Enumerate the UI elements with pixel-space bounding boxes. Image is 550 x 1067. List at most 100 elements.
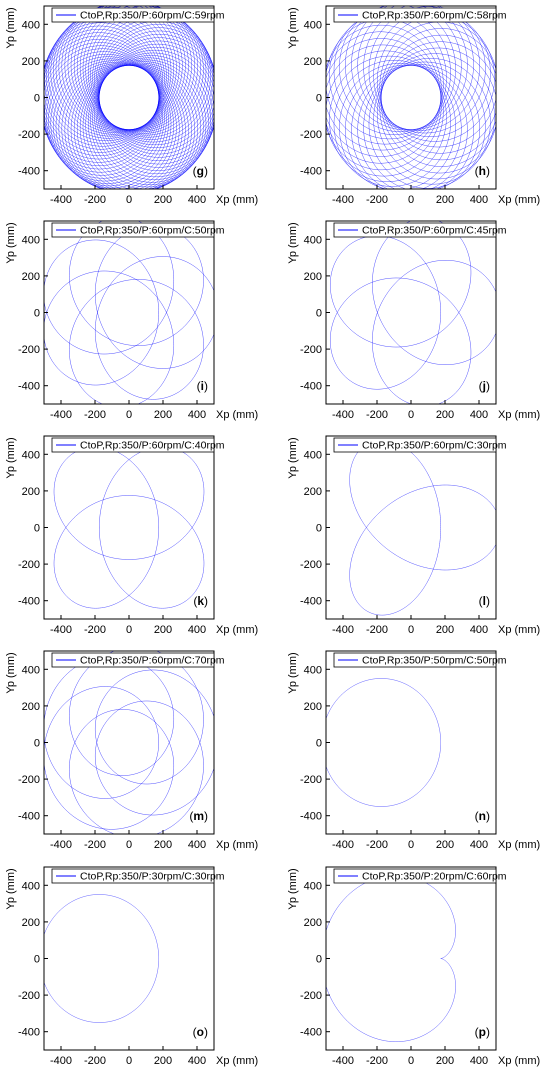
chart-panel-p: -400 -200 0 200 400 -400 -200 0 200 400 Xp (mm) Yp … <box>287 866 540 1067</box>
x-axis-label: Xp (mm) <box>498 839 540 851</box>
y-tick-label: -400 <box>300 811 322 823</box>
y-tick-label: 200 <box>304 56 322 68</box>
chart-panel-i: -400 -200 0 200 400 -400 -200 0 200 400 Xp (mm) Yp … <box>5 220 258 421</box>
y-axis-label: Yp (mm) <box>287 7 299 48</box>
y-tick-label: 200 <box>22 917 40 929</box>
y-tick-label: 400 <box>22 19 40 31</box>
x-tick-label: 400 <box>188 409 206 421</box>
panel-label-p: (p) <box>475 1025 490 1039</box>
x-axis-label: Xp (mm) <box>216 1055 258 1067</box>
x-tick-label: -400 <box>50 1055 72 1067</box>
y-tick-label: 200 <box>304 271 322 283</box>
legend-box <box>333 652 497 668</box>
plot-frame <box>325 220 497 405</box>
legend-box <box>51 652 215 668</box>
y-tick-label: -200 <box>300 559 322 571</box>
panel-label-n: (n) <box>475 809 490 823</box>
legend-entry: CtoP,Rp:350/P:60rpm/C:50rpm <box>80 225 225 237</box>
y-tick-label: 200 <box>304 917 322 929</box>
panel-label-g: (g) <box>193 164 208 178</box>
chart-panel-n: -400 -200 0 200 400 -400 -200 0 200 400 Xp (mm) Yp … <box>287 650 540 851</box>
y-tick-label: 200 <box>22 56 40 68</box>
x-tick-label: -200 <box>366 194 388 206</box>
x-tick-label: 0 <box>408 839 414 851</box>
y-tick-label: 400 <box>304 234 322 246</box>
y-tick-label: 0 <box>316 93 322 105</box>
x-tick-label: -400 <box>332 409 354 421</box>
x-tick-label: 0 <box>126 624 132 636</box>
y-tick-label: -200 <box>18 344 40 356</box>
x-tick-label: -400 <box>332 624 354 636</box>
x-tick-label: 0 <box>408 1055 414 1067</box>
legend-entry: CtoP,Rp:350/P:60rpm/C:58rpm <box>362 10 507 22</box>
x-tick-label: -200 <box>84 409 106 421</box>
legend-entry: CtoP,Rp:350/P:60rpm/C:45rpm <box>362 225 507 237</box>
y-tick-label: 0 <box>316 523 322 535</box>
legend-box <box>333 437 497 453</box>
y-axis-label: Yp (mm) <box>5 437 17 478</box>
y-tick-label: -200 <box>18 990 40 1002</box>
trajectory-series-g <box>44 6 214 189</box>
y-tick-label: -400 <box>300 381 322 393</box>
y-tick-label: 400 <box>304 19 322 31</box>
chart-panel-h: -400 -200 0 200 400 -400 -200 0 200 400 Xp (mm) Yp … <box>287 5 540 206</box>
x-tick-label: -200 <box>366 624 388 636</box>
panel-label-o: (o) <box>193 1025 208 1039</box>
trajectory-series-k <box>53 446 205 609</box>
x-tick-label: -400 <box>332 839 354 851</box>
x-tick-label: -400 <box>50 409 72 421</box>
y-tick-label: 400 <box>22 234 40 246</box>
x-tick-label: -400 <box>50 624 72 636</box>
x-axis-label: Xp (mm) <box>498 194 540 206</box>
legend-box <box>51 7 215 23</box>
x-tick-label: -200 <box>366 409 388 421</box>
y-tick-label: -400 <box>18 381 40 393</box>
panel-label-m: (m) <box>189 809 208 823</box>
x-tick-label: -400 <box>332 194 354 206</box>
y-axis-label: Yp (mm) <box>5 868 17 909</box>
x-tick-label: 0 <box>126 1055 132 1067</box>
plot-frame <box>43 866 215 1051</box>
x-tick-label: 400 <box>470 194 488 206</box>
trajectory-series-j <box>330 221 496 404</box>
y-tick-label: -200 <box>18 774 40 786</box>
trajectory-series-n <box>326 678 441 807</box>
x-tick-label: -200 <box>84 194 106 206</box>
x-axis-label: Xp (mm) <box>216 409 258 421</box>
trajectory-series-p <box>326 875 456 1042</box>
legend-entry: CtoP,Rp:350/P:20rpm/C:60rpm <box>362 871 507 883</box>
legend-entry: CtoP,Rp:350/P:60rpm/C:40rpm <box>80 440 225 452</box>
x-tick-label: 400 <box>470 1055 488 1067</box>
y-tick-label: -400 <box>18 166 40 178</box>
y-tick-label: 0 <box>316 308 322 320</box>
legend-entry: CtoP,Rp:350/P:30rpm/C:30rpm <box>80 871 225 883</box>
x-axis-label: Xp (mm) <box>498 624 540 636</box>
y-tick-label: -400 <box>18 811 40 823</box>
x-tick-label: -400 <box>332 1055 354 1067</box>
x-tick-label: 0 <box>126 409 132 421</box>
y-tick-label: 0 <box>34 93 40 105</box>
y-axis-label: Yp (mm) <box>5 222 17 263</box>
x-tick-label: 200 <box>436 839 454 851</box>
legend-entry: CtoP,Rp:350/P:60rpm/C:70rpm <box>80 655 225 667</box>
panel-label-h: (h) <box>475 164 490 178</box>
y-tick-label: -400 <box>18 596 40 608</box>
plot-frame <box>43 650 215 835</box>
y-tick-label: 400 <box>304 880 322 892</box>
x-tick-label: 400 <box>470 839 488 851</box>
y-tick-label: 200 <box>22 701 40 713</box>
x-tick-label: 200 <box>154 839 172 851</box>
legend-entry: CtoP,Rp:350/P:60rpm/C:59rpm <box>80 10 225 22</box>
y-tick-label: 400 <box>22 449 40 461</box>
x-tick-label: 400 <box>188 624 206 636</box>
chart-panel-m: -400 -200 0 200 400 -400 -200 0 200 400 Xp (mm) Yp … <box>5 650 258 851</box>
x-axis-label: Xp (mm) <box>216 194 258 206</box>
x-tick-label: 0 <box>408 409 414 421</box>
plot-frame <box>325 866 497 1051</box>
y-tick-label: -200 <box>300 990 322 1002</box>
y-tick-label: 400 <box>304 664 322 676</box>
y-tick-label: -400 <box>300 596 322 608</box>
x-tick-label: 200 <box>154 409 172 421</box>
y-tick-label: 0 <box>34 738 40 750</box>
